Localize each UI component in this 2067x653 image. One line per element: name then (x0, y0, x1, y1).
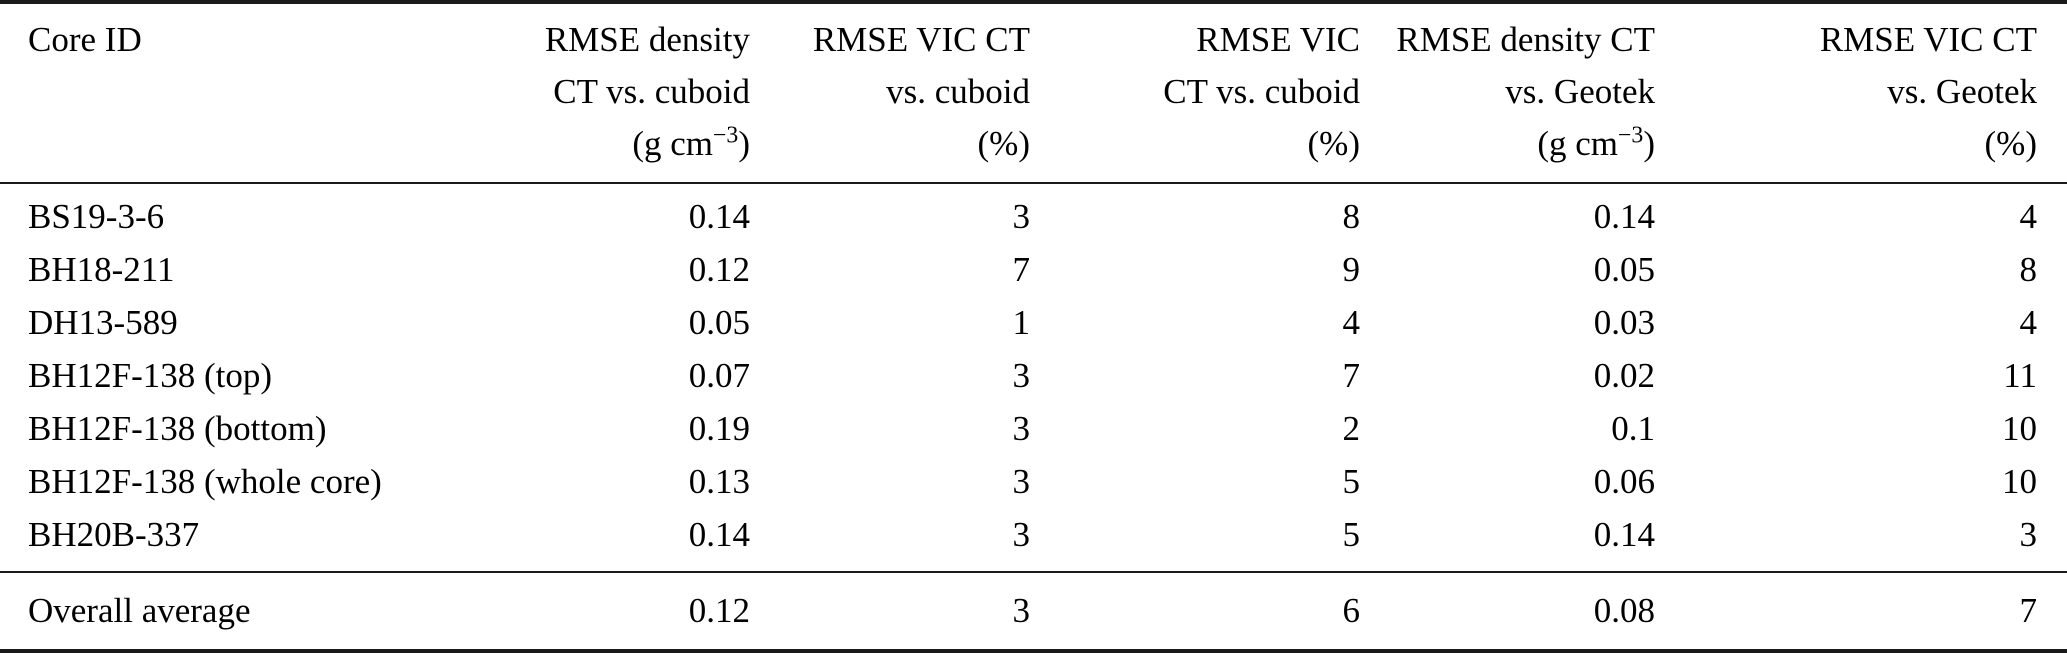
value-cell: 8 (2019, 250, 2038, 289)
value-cell: 7 (1012, 250, 1031, 289)
value-cell: 0.05 (688, 303, 750, 342)
header-rmse-vic-ct-vs-cuboid-2: RMSE VIC CT vs. cuboid (%) (1030, 2, 1360, 183)
summary-label-cell: Overall average (28, 591, 251, 630)
value-cell: 0.1 (1611, 409, 1655, 448)
value-cell: 1 (1012, 303, 1031, 342)
header-rmse-vic-ct-vs-cuboid: RMSE VIC CT vs. cuboid (%) (750, 2, 1030, 183)
value-cell: 4 (2019, 303, 2038, 342)
unit-label: (%) (1655, 118, 2037, 170)
value-cell: 3 (2019, 515, 2038, 554)
header-label: Core ID (28, 20, 142, 59)
unit-label: (%) (750, 118, 1030, 170)
value-cell: 7 (1342, 356, 1361, 395)
value-cell: 4 (1342, 303, 1361, 342)
summary-value-cell: 7 (2019, 591, 2038, 630)
header-label-line1: RMSE density CT (1396, 20, 1655, 59)
table-header: Core ID RMSE density CT vs. cuboid (g cm… (0, 2, 2067, 183)
value-cell: 0.02 (1593, 356, 1655, 395)
summary-value-cell: 6 (1342, 591, 1361, 630)
value-cell: 4 (2019, 197, 2038, 236)
value-cell: 3 (1012, 409, 1031, 448)
table-row: BH12F-138 (bottom) 0.19 3 2 0.1 10 (0, 402, 2067, 455)
core-id-cell: BH18-211 (28, 250, 175, 289)
header-rmse-density-ct-vs-cuboid: RMSE density CT vs. cuboid (g cm−3) (420, 2, 750, 183)
header-rmse-density-ct-vs-geotek: RMSE density CT vs. Geotek (g cm−3) (1360, 2, 1655, 183)
unit-label: (g cm−3) (420, 118, 750, 170)
table-body: BS19-3-6 0.14 3 8 0.14 4 BH18-211 0.12 7… (0, 183, 2067, 572)
value-cell: 10 (2002, 462, 2037, 501)
core-id-cell: BH12F-138 (bottom) (28, 409, 327, 448)
header-label-line1: RMSE VIC CT (812, 20, 1030, 59)
header-label-line2: CT vs. cuboid (553, 72, 750, 111)
core-id-cell: BH20B-337 (28, 515, 200, 554)
value-cell: 9 (1342, 250, 1361, 289)
header-core-id: Core ID (0, 2, 420, 183)
value-cell: 8 (1342, 197, 1361, 236)
header-label-line1: RMSE density (544, 20, 750, 59)
value-cell: 0.12 (688, 250, 750, 289)
value-cell: 0.14 (1593, 515, 1655, 554)
unit-text: (%) (1984, 124, 2037, 163)
core-id-cell: BH12F-138 (top) (28, 356, 273, 395)
unit-text: (g cm (632, 124, 714, 163)
table-row: BH20B-337 0.14 3 5 0.14 3 (0, 508, 2067, 572)
unit-text-close: ) (738, 124, 750, 163)
header-label-line1: RMSE VIC CT (1819, 20, 2037, 59)
table-summary: Overall average 0.12 3 6 0.08 7 (0, 572, 2067, 651)
value-cell: 5 (1342, 515, 1361, 554)
value-cell: 3 (1012, 515, 1031, 554)
summary-row: Overall average 0.12 3 6 0.08 7 (0, 572, 2067, 651)
core-id-cell: DH13-589 (28, 303, 178, 342)
value-cell: 0.14 (1593, 197, 1655, 236)
unit-label: (%) (1030, 118, 1360, 170)
superscript-exponent: −3 (713, 122, 739, 149)
value-cell: 0.06 (1593, 462, 1655, 501)
core-id-cell: BS19-3-6 (28, 197, 165, 236)
unit-text: (%) (1307, 124, 1360, 163)
summary-value-cell: 3 (1012, 591, 1031, 630)
value-cell: 5 (1342, 462, 1361, 501)
value-cell: 3 (1012, 197, 1031, 236)
header-label-line2: vs. Geotek (1887, 72, 2037, 111)
table-row: BH12F-138 (whole core) 0.13 3 5 0.06 10 (0, 455, 2067, 508)
value-cell: 0.19 (688, 409, 750, 448)
table-row: DH13-589 0.05 1 4 0.03 4 (0, 296, 2067, 349)
value-cell: 3 (1012, 462, 1031, 501)
value-cell: 2 (1342, 409, 1361, 448)
value-cell: 0.13 (688, 462, 750, 501)
value-cell: 11 (2003, 356, 2037, 395)
header-rmse-vic-ct-vs-geotek: RMSE VIC CT vs. Geotek (%) (1655, 2, 2067, 183)
table-row: BH12F-138 (top) 0.07 3 7 0.02 11 (0, 349, 2067, 402)
superscript-exponent: −3 (1618, 122, 1644, 149)
table-row: BS19-3-6 0.14 3 8 0.14 4 (0, 183, 2067, 243)
header-label-line2: vs. cuboid (886, 72, 1030, 111)
header-row: Core ID RMSE density CT vs. cuboid (g cm… (0, 2, 2067, 183)
table-row: BH18-211 0.12 7 9 0.05 8 (0, 243, 2067, 296)
summary-value-cell: 0.08 (1593, 591, 1655, 630)
header-label-line1: RMSE VIC (1196, 20, 1360, 59)
value-cell: 0.05 (1593, 250, 1655, 289)
unit-text: (%) (977, 124, 1030, 163)
summary-value-cell: 0.12 (688, 591, 750, 630)
value-cell: 0.14 (688, 197, 750, 236)
header-label-line2: vs. Geotek (1505, 72, 1655, 111)
value-cell: 0.14 (688, 515, 750, 554)
unit-text: (g cm (1537, 124, 1619, 163)
value-cell: 3 (1012, 356, 1031, 395)
header-label-line2: CT vs. cuboid (1163, 72, 1360, 111)
unit-text-close: ) (1643, 124, 1655, 163)
unit-label: (g cm−3) (1360, 118, 1655, 170)
value-cell: 0.03 (1593, 303, 1655, 342)
value-cell: 10 (2002, 409, 2037, 448)
value-cell: 0.07 (688, 356, 750, 395)
core-id-cell: BH12F-138 (whole core) (28, 462, 382, 501)
